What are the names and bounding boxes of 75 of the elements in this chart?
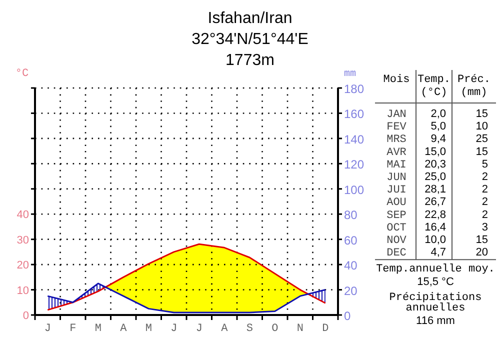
text: JUN xyxy=(386,172,406,184)
y-tick-label: 40 xyxy=(16,209,29,222)
y-tick-label: 30 xyxy=(16,234,29,246)
y-tick-label: 0 xyxy=(22,310,29,322)
text: 3 xyxy=(482,221,488,234)
text: 2,0 xyxy=(430,108,446,120)
text: 5,0 xyxy=(430,120,446,133)
y-tick-label: 20 xyxy=(16,260,29,272)
text: 9,4 xyxy=(430,133,446,146)
x-tick-label: M xyxy=(145,323,152,335)
text: 20 xyxy=(476,246,488,259)
y2-tick-label: 0 xyxy=(344,309,351,323)
text: AVR xyxy=(386,146,407,159)
text: 20,3 xyxy=(424,158,446,170)
x-tick-label: J xyxy=(44,323,51,335)
y2-tick-label: 100 xyxy=(344,182,364,197)
text: 15 xyxy=(476,234,488,246)
text: AOU xyxy=(386,197,406,210)
text: Mois xyxy=(383,74,410,86)
x-tick-label: F xyxy=(70,323,76,335)
x-tick-label: J xyxy=(170,323,178,335)
text: MAI xyxy=(386,159,406,172)
text: 15,5 °C xyxy=(417,276,454,288)
y2-tick-label: 160 xyxy=(344,107,364,122)
text: 2 xyxy=(482,208,488,221)
text: 2 xyxy=(482,171,488,183)
text: NOV xyxy=(386,235,407,247)
text: OCT xyxy=(386,222,407,234)
y2-tick-label: 180 xyxy=(344,82,364,96)
text: JAN xyxy=(386,109,406,121)
text: 2 xyxy=(482,184,488,196)
text: 15 xyxy=(476,146,488,158)
y2-tick-label: 20 xyxy=(344,284,358,298)
y2-tick-label: 120 xyxy=(344,158,364,172)
text: DEC xyxy=(386,248,407,260)
x-tick-label: D xyxy=(322,323,330,335)
text: 5 xyxy=(482,158,488,170)
chart-subtitle: 32°34'N/51°44'E 1773m xyxy=(192,31,308,69)
text: Temp.annuelle moy. xyxy=(376,264,495,276)
x-tick-label: M xyxy=(94,323,102,335)
text: 10 xyxy=(476,120,488,133)
x-tick-label: O xyxy=(272,323,279,335)
text: Temp. (°C) xyxy=(417,74,451,99)
text: 28,1 xyxy=(424,184,446,196)
line-series xyxy=(46,243,326,311)
x-tick-label: A xyxy=(221,323,228,335)
text: 15,0 xyxy=(424,146,446,158)
text: FEV xyxy=(386,122,407,134)
text: 25 xyxy=(476,133,488,146)
text: Précipitations annuelles xyxy=(389,292,482,315)
text: 15 xyxy=(476,108,488,120)
text: 26,7 xyxy=(424,196,446,208)
text: 116 mm xyxy=(416,315,455,328)
x-tick-label: A xyxy=(120,323,128,335)
text: 25,0 xyxy=(424,171,446,183)
y-tick-label: 10 xyxy=(16,284,29,297)
y-axis-title: °C xyxy=(15,68,29,80)
text: JUI xyxy=(386,184,406,197)
text: 10,0 xyxy=(424,234,446,246)
y2-axis-title: mm xyxy=(344,69,356,80)
text: Préc. (mm) xyxy=(457,74,491,99)
text: 4,7 xyxy=(430,246,446,259)
y2-tick-label: 80 xyxy=(344,208,358,222)
x-tick-label: S xyxy=(246,323,254,335)
y2-tick-label: 140 xyxy=(344,132,364,146)
text: 16,4 xyxy=(424,221,446,234)
text: SEP xyxy=(386,210,407,222)
text: MRS xyxy=(386,134,407,146)
y2-tick-label: 60 xyxy=(344,233,358,248)
x-tick-label: J xyxy=(196,323,202,335)
text: 22,8 xyxy=(424,208,446,221)
text: 2 xyxy=(482,196,488,208)
x-tick-label: N xyxy=(296,323,304,335)
chart-title: Isfahan/Iran xyxy=(208,10,292,27)
y2-tick-label: 40 xyxy=(344,258,358,273)
